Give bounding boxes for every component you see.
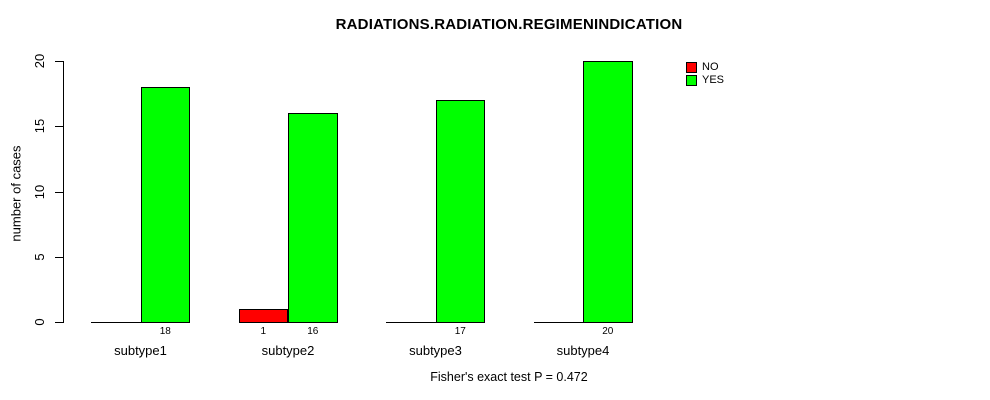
legend-label-no: NO <box>702 61 719 73</box>
bar-no-subtype2 <box>238 309 288 323</box>
y-tick-label: 5 <box>32 253 47 261</box>
bar-yes-subtype4 <box>583 61 633 323</box>
bar-yes-subtype3 <box>435 100 485 323</box>
y-tick-label: 15 <box>32 118 47 134</box>
y-axis-tick <box>55 322 63 323</box>
y-axis-line <box>63 61 64 323</box>
bar-value-label: 18 <box>159 326 171 337</box>
bar-value-label: 17 <box>454 326 466 337</box>
category-label: subtype2 <box>261 343 315 358</box>
y-axis-tick <box>55 257 63 258</box>
y-tick-label: 10 <box>32 184 47 200</box>
legend-label-yes: YES <box>702 74 725 86</box>
y-axis-tick <box>55 61 63 62</box>
bar-value-label: 1 <box>260 326 267 337</box>
y-tick-label: 20 <box>32 53 47 69</box>
y-axis-tick <box>55 192 63 193</box>
category-label: subtype4 <box>556 343 610 358</box>
y-axis-label: number of cases <box>8 145 24 242</box>
legend-item-yes: YES <box>686 74 724 86</box>
legend-swatch-yes-icon <box>686 74 697 86</box>
bar-yes-subtype2 <box>288 113 338 323</box>
category-label: subtype3 <box>409 343 462 358</box>
y-tick-label: 0 <box>32 318 47 326</box>
legend-swatch-no-icon <box>686 61 697 73</box>
chart-title: RADIATIONS.RADIATION.REGIMENINDICATION <box>335 16 683 33</box>
bar-value-label: 20 <box>602 326 614 337</box>
legend-item-no: NO <box>686 61 724 73</box>
y-axis-tick <box>55 126 63 127</box>
category-label: subtype1 <box>114 343 167 358</box>
bar-yes-subtype1 <box>140 87 190 323</box>
bar-value-label: 16 <box>307 326 319 337</box>
legend: NO YES <box>686 61 724 87</box>
fisher-test-annotation: Fisher's exact test P = 0.472 <box>430 370 588 384</box>
